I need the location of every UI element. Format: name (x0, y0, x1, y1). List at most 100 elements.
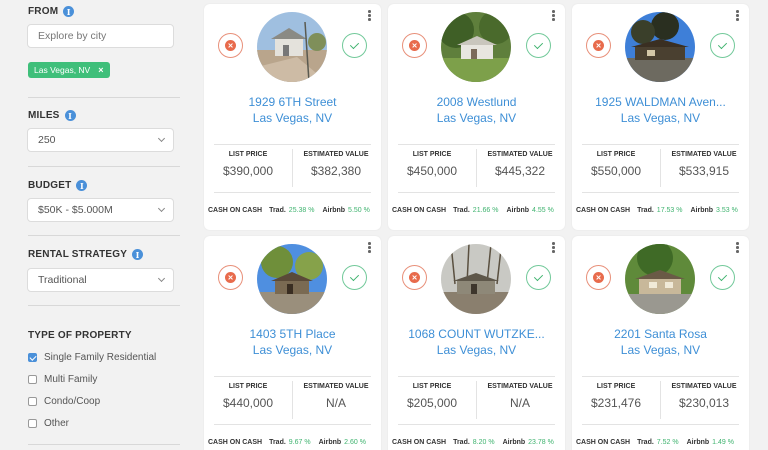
property-city: Las Vegas, NV (436, 343, 517, 357)
divider (476, 381, 477, 419)
accept-button[interactable] (710, 265, 735, 290)
airbnb-value: 3.53 % (716, 207, 738, 214)
checkbox-checked-icon[interactable] (28, 353, 37, 362)
chevron-down-icon (157, 134, 166, 143)
cash-on-cash-row: CASH ON CASH Trad. 21.66 % Airbnb 4.55 % (392, 207, 561, 214)
list-price-value: $550,000 (590, 164, 642, 178)
budget-select[interactable]: $50K - $5.000M (27, 198, 174, 222)
accept-button[interactable] (710, 33, 735, 58)
property-city: Las Vegas, NV (252, 111, 333, 125)
cash-on-cash-row: CASH ON CASH Trad. 17.53 % Airbnb 3.53 % (576, 207, 745, 214)
x-icon: ✕ (409, 272, 420, 283)
list-price-value: $231,476 (590, 396, 642, 410)
property-city: Las Vegas, NV (436, 111, 517, 125)
accept-button[interactable] (526, 265, 551, 290)
list-price-label: LIST PRICE (412, 383, 452, 390)
trad-label: Trad. (453, 207, 470, 214)
property-address[interactable]: 1925 WALDMAN Aven... (595, 95, 726, 109)
city-tag: Las Vegas, NV × (28, 62, 110, 78)
reject-button[interactable]: ✕ (402, 33, 427, 58)
estimated-value: N/A (325, 396, 346, 410)
city-search-field[interactable] (27, 24, 174, 48)
accept-button[interactable] (526, 33, 551, 58)
property-card[interactable]: ✕ 2201 Santa Rosa Las Vegas, NV LIST PRI… (572, 236, 749, 450)
property-card[interactable]: ✕ 1929 6TH Street Las Vegas, NV LIST PRI… (204, 4, 381, 230)
info-icon[interactable]: i (63, 6, 75, 17)
miles-select[interactable]: 250 (27, 128, 174, 152)
property-card[interactable]: ✕ 1068 COUNT WUTZKE... Las Vegas, NV LIS… (388, 236, 565, 450)
divider (292, 149, 293, 187)
kebab-menu-icon[interactable] (552, 10, 556, 21)
kebab-menu-icon[interactable] (552, 242, 556, 253)
list-price-label: LIST PRICE (596, 151, 636, 158)
miles-label-text: MILES (28, 110, 60, 121)
info-icon[interactable]: i (132, 249, 144, 260)
x-icon: ✕ (593, 272, 604, 283)
estimated-value-label: ESTIMATED VALUE (303, 151, 369, 158)
info-icon[interactable]: i (64, 110, 76, 121)
property-photo (257, 12, 327, 82)
property-city: Las Vegas, NV (620, 343, 701, 357)
property-address[interactable]: 1068 COUNT WUTZKE... (408, 327, 545, 341)
checkbox-other[interactable]: Other (28, 418, 69, 429)
divider (398, 424, 555, 425)
budget-label-text: BUDGET (28, 180, 72, 191)
rental-strategy-select[interactable]: Traditional (27, 268, 174, 292)
trad-value: 8.20 % (472, 439, 495, 446)
trad-value: 9.67 % (288, 439, 311, 446)
checkbox-multi-family[interactable]: Multi Family (28, 374, 97, 385)
kebab-menu-icon[interactable] (736, 242, 740, 253)
reject-button[interactable]: ✕ (586, 33, 611, 58)
estimated-value: $382,380 (310, 164, 362, 178)
cash-on-cash-label: CASH ON CASH (392, 207, 447, 214)
miles-value: 250 (38, 134, 56, 146)
x-icon: ✕ (225, 272, 236, 283)
estimated-value: N/A (509, 396, 530, 410)
property-city: Las Vegas, NV (620, 111, 701, 125)
property-address[interactable]: 1929 6TH Street (248, 95, 337, 109)
property-type-label: TYPE OF PROPERTY (28, 330, 132, 341)
kebab-menu-icon[interactable] (368, 10, 372, 21)
cash-on-cash-label: CASH ON CASH (208, 439, 263, 446)
reject-button[interactable]: ✕ (218, 265, 243, 290)
property-card[interactable]: ✕ 2008 Westlund Las Vegas, NV LIST PRICE… (388, 4, 565, 230)
airbnb-label: Airbnb (690, 207, 714, 214)
divider (398, 376, 555, 377)
checkbox-icon[interactable] (28, 419, 37, 428)
property-address[interactable]: 1403 5TH Place (249, 327, 336, 341)
estimated-value-label: ESTIMATED VALUE (487, 151, 553, 158)
from-label-text: FROM (28, 6, 59, 17)
list-price-value: $440,000 (222, 396, 274, 410)
reject-button[interactable]: ✕ (218, 33, 243, 58)
info-icon[interactable]: i (76, 180, 88, 191)
property-card[interactable]: ✕ 1925 WALDMAN Aven... Las Vegas, NV LIS… (572, 4, 749, 230)
reject-button[interactable]: ✕ (402, 265, 427, 290)
accept-button[interactable] (342, 265, 367, 290)
estimated-value: $533,915 (678, 164, 730, 178)
reject-button[interactable]: ✕ (586, 265, 611, 290)
checkbox-icon[interactable] (28, 375, 37, 384)
divider (28, 97, 180, 98)
check-icon (533, 39, 544, 49)
property-card[interactable]: ✕ 1403 5TH Place Las Vegas, NV LIST PRIC… (204, 236, 381, 450)
check-icon (717, 271, 728, 281)
checkbox-single-family[interactable]: Single Family Residential (28, 352, 156, 363)
accept-button[interactable] (342, 33, 367, 58)
cash-on-cash-label: CASH ON CASH (392, 439, 447, 446)
checkbox-condo-coop[interactable]: Condo/Coop (28, 396, 100, 407)
remove-tag-icon[interactable]: × (98, 65, 104, 75)
budget-value: $50K - $5.000M (38, 204, 113, 216)
trad-value: 17.53 % (656, 207, 683, 214)
property-address[interactable]: 2008 Westlund (436, 95, 517, 109)
kebab-menu-icon[interactable] (736, 10, 740, 21)
airbnb-value: 1.49 % (712, 439, 734, 446)
property-address[interactable]: 2201 Santa Rosa (614, 327, 707, 341)
divider (292, 381, 293, 419)
trad-label: Trad. (453, 439, 470, 446)
divider (398, 144, 555, 145)
city-search-input[interactable] (38, 30, 173, 42)
cash-on-cash-row: CASH ON CASH Trad. 8.20 % Airbnb 23.78 % (392, 439, 561, 446)
checkbox-icon[interactable] (28, 397, 37, 406)
kebab-menu-icon[interactable] (368, 242, 372, 253)
divider (582, 144, 739, 145)
